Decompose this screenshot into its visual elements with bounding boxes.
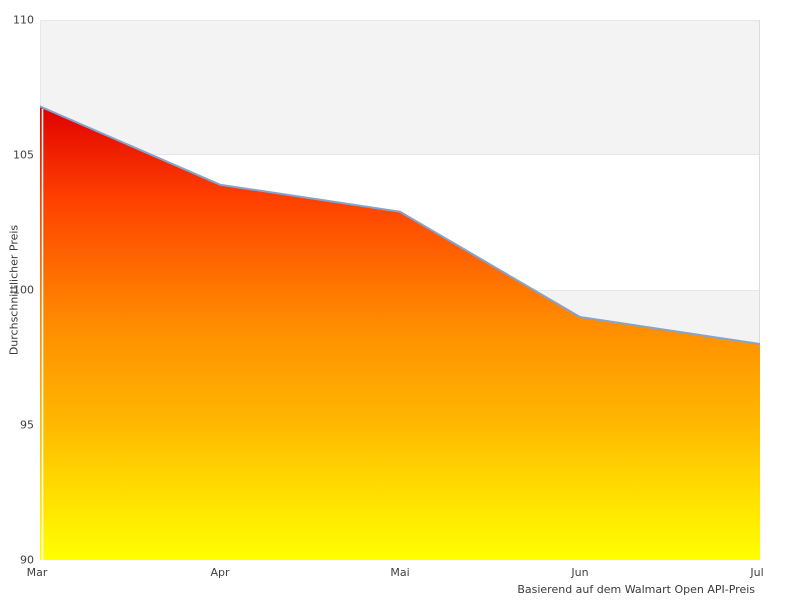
y-tick-label: 105 — [13, 148, 34, 162]
plot-area — [40, 20, 760, 560]
x-tick-label: Mai — [390, 566, 410, 579]
x-tick-label: Jun — [571, 566, 589, 579]
y-tick-label: 110 — [13, 13, 34, 27]
x-axis-caption: Basierend auf dem Walmart Open API-Preis — [517, 583, 755, 596]
chart-canvas — [40, 20, 760, 560]
grid-band — [40, 20, 760, 155]
price-line — [40, 105, 760, 345]
price-area — [40, 106, 760, 560]
x-tick-label: Jul — [750, 566, 764, 579]
x-tick-label: Mar — [26, 566, 48, 579]
x-tick-label: Apr — [210, 566, 230, 579]
y-tick-label: 100 — [13, 283, 34, 297]
y-tick-label: 95 — [20, 418, 34, 432]
y-tick-label: 90 — [20, 553, 34, 567]
